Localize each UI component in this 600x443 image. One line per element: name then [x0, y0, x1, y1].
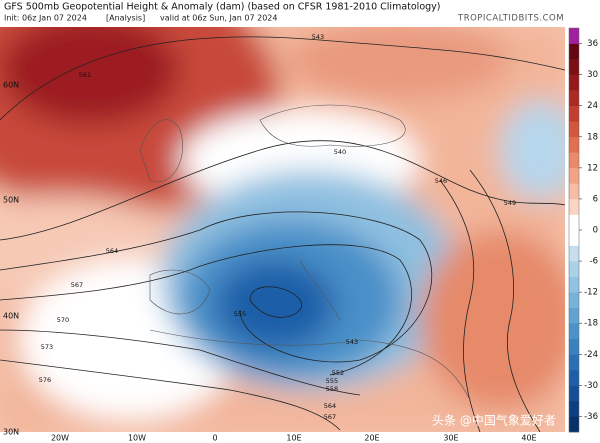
- anomaly-shading: [0, 27, 565, 432]
- contour-label: 573: [41, 343, 53, 351]
- longitude-label: 20E: [364, 434, 379, 443]
- coastlines: [139, 104, 471, 401]
- colorbar-swatch: [569, 43, 579, 60]
- latitude-label: 40N: [3, 312, 19, 321]
- longitude-label: 10E: [286, 434, 301, 443]
- colorbar-swatch: [569, 230, 579, 246]
- contour-label: 552: [332, 369, 344, 377]
- height-contours: [0, 36, 565, 432]
- colorbar-swatch: [569, 136, 579, 153]
- colorbar-tick-label: -12: [584, 288, 598, 298]
- longitude-label: 40E: [521, 434, 536, 443]
- title: GFS 500mb Geopotential Height & Anomaly …: [4, 2, 441, 13]
- colorbar-tick-label: 36: [587, 39, 598, 49]
- colorbar-swatch: [569, 385, 579, 402]
- contour-label: 546: [435, 177, 447, 185]
- colorbar-swatch: [569, 354, 579, 371]
- colorbar-swatch: [569, 261, 579, 277]
- colorbar-swatch: [569, 292, 579, 308]
- longitude-label: 0: [212, 434, 217, 443]
- colorbar-tick-label: 0: [593, 226, 598, 236]
- longitude-label: 10W: [128, 434, 146, 443]
- colorbar-swatch: [569, 400, 579, 417]
- valid-time: valid at 06z Sun, Jan 07 2024: [160, 14, 277, 23]
- colorbar-swatch: [569, 416, 579, 433]
- contour-label: 570: [57, 316, 69, 324]
- source: TROPICALTIDBITS.COM: [457, 14, 564, 24]
- contour-label: 540: [334, 148, 346, 156]
- colorbar-swatch: [569, 90, 579, 106]
- latitude-label: 60N: [3, 81, 19, 90]
- colorbar-swatch: [569, 152, 579, 169]
- colorbar-tick-label: 24: [587, 101, 598, 111]
- contour-label: 564: [106, 247, 118, 255]
- colorbar-swatch: [569, 28, 579, 44]
- colorbar-swatch: [569, 214, 579, 231]
- colorbar-swatch: [569, 105, 579, 122]
- contour-label: 543: [346, 338, 358, 346]
- longitude-label: 20W: [51, 434, 69, 443]
- colorbar-swatch: [569, 307, 579, 324]
- colorbar-tick-label: 18: [587, 132, 598, 142]
- analysis-label: [Analysis]: [106, 14, 145, 23]
- colorbar-tick-label: -18: [584, 319, 598, 329]
- colorbar-swatch: [569, 183, 579, 200]
- colorbar-tick-label: -6: [590, 257, 598, 267]
- colorbar-swatch: [569, 59, 579, 75]
- colorbar-swatch: [569, 167, 579, 184]
- colorbar-swatch: [569, 74, 579, 91]
- colorbar-swatch: [569, 121, 579, 138]
- watermark: 头条 @中国气象爱好者: [432, 413, 556, 428]
- latitude-label: 50N: [3, 196, 19, 205]
- contour-label: 561: [79, 71, 91, 79]
- colorbar-swatch: [569, 338, 579, 355]
- colorbar-swatch: [569, 369, 579, 386]
- init-time: Init: 06z Jan 07 2024: [4, 14, 87, 23]
- contour-label: 555: [326, 377, 338, 385]
- longitude-label: 30E: [443, 434, 458, 443]
- colorbar-tick-label: 30: [587, 70, 598, 80]
- contour-label: 567: [71, 281, 83, 289]
- colorbar-tick-label: 6: [593, 194, 598, 204]
- contour-label: 567: [324, 413, 336, 421]
- colorbar-swatch: [569, 245, 579, 262]
- colorbar-tick-label: -36: [584, 412, 598, 422]
- colorbar-swatch: [569, 323, 579, 340]
- colorbar-tick-label: 12: [587, 163, 598, 173]
- latitude-label: 30N: [3, 428, 19, 437]
- colorbar-tick-label: -30: [584, 381, 598, 391]
- contour-label: 576: [39, 376, 51, 384]
- contour-label: 555: [234, 310, 246, 318]
- colorbar-swatch: [569, 198, 579, 215]
- colorbar-swatch: [569, 276, 579, 293]
- contour-label: 558: [326, 385, 338, 393]
- contour-label: 549: [504, 199, 516, 207]
- contour-label: 543: [312, 33, 324, 41]
- colorbar-tick-label: -24: [584, 350, 598, 360]
- contour-label: 564: [324, 402, 336, 410]
- colorbar: 36 30 24 18 12 6 0 -6 -12 -18 -24 -30 -36: [568, 27, 598, 433]
- map: [0, 27, 565, 432]
